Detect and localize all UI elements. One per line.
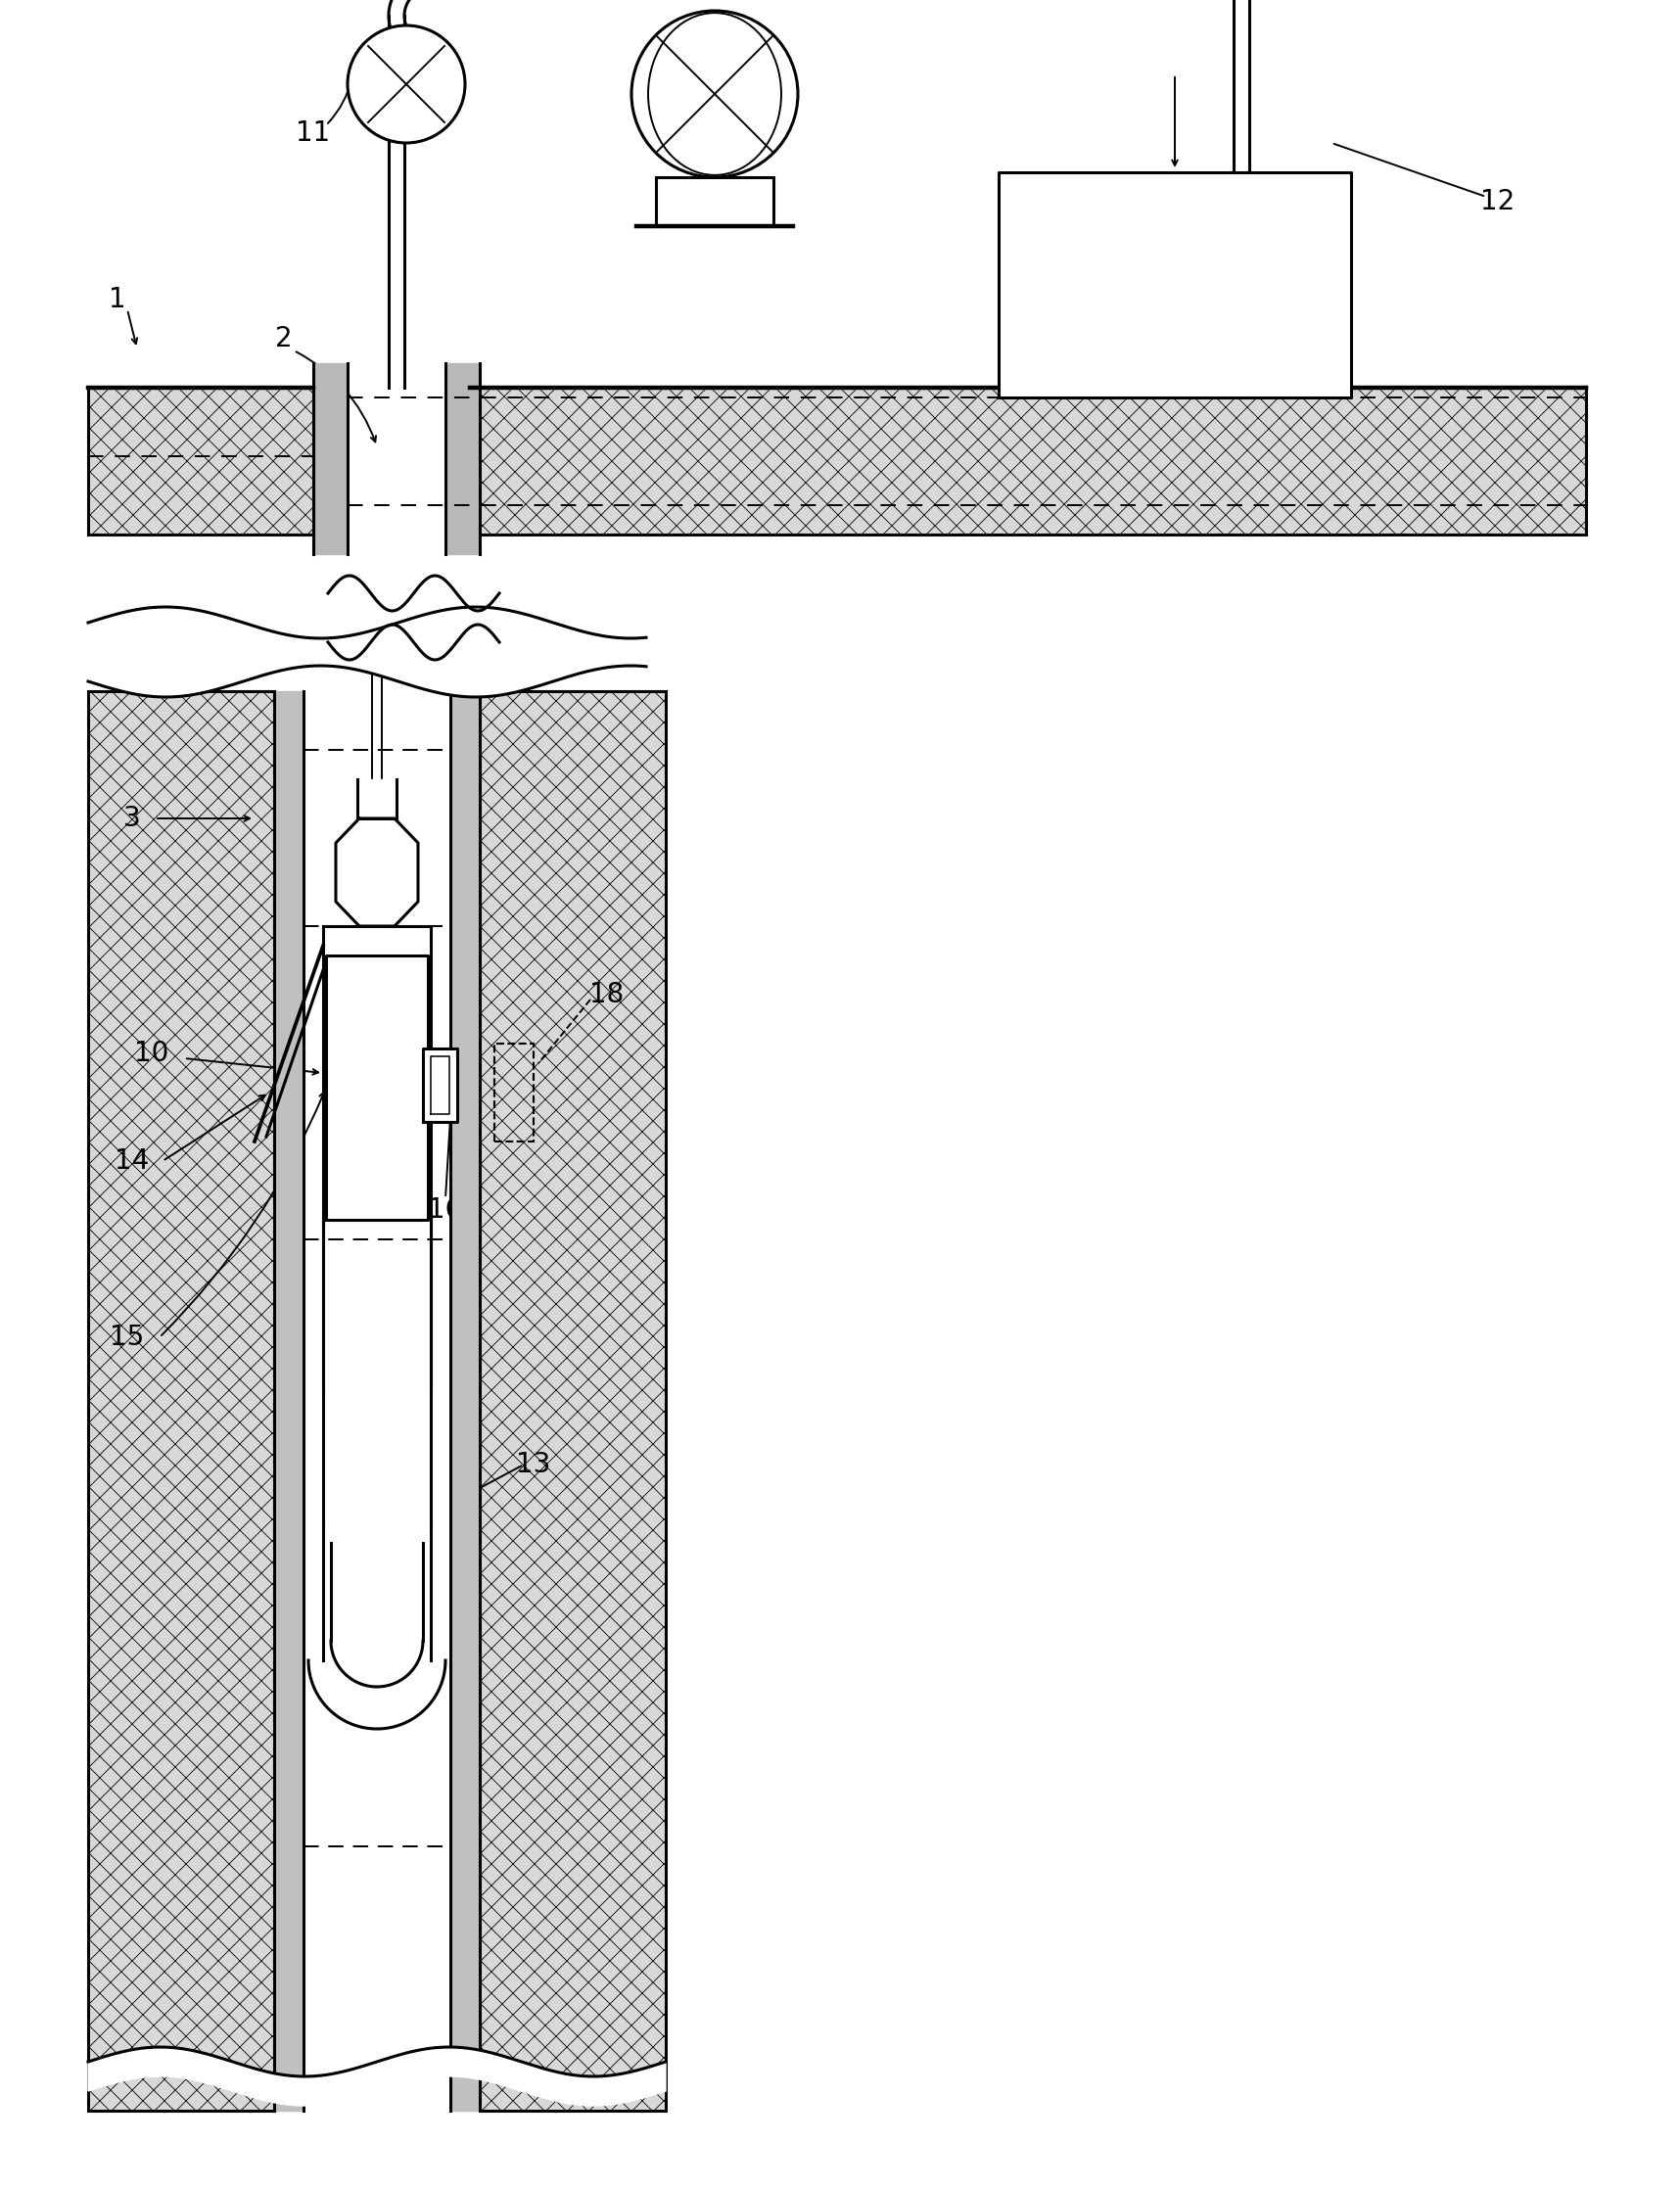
Polygon shape — [470, 387, 1586, 534]
Polygon shape — [445, 363, 480, 554]
Text: 2: 2 — [276, 324, 292, 352]
Text: 11: 11 — [296, 120, 331, 147]
Polygon shape — [87, 2047, 665, 2106]
Polygon shape — [323, 1219, 430, 1524]
Polygon shape — [331, 1543, 423, 1688]
Circle shape — [632, 11, 798, 177]
Polygon shape — [87, 606, 647, 696]
Polygon shape — [388, 15, 405, 387]
Polygon shape — [470, 387, 1586, 534]
Polygon shape — [274, 692, 304, 2110]
Polygon shape — [87, 387, 312, 534]
Bar — [494, 1044, 534, 1140]
Polygon shape — [348, 359, 445, 554]
Polygon shape — [312, 363, 348, 554]
Text: 3: 3 — [123, 806, 141, 832]
Polygon shape — [304, 692, 450, 2110]
Polygon shape — [336, 819, 418, 926]
Polygon shape — [371, 641, 381, 779]
Polygon shape — [450, 692, 480, 2110]
Polygon shape — [480, 692, 665, 2110]
Polygon shape — [655, 177, 773, 225]
Polygon shape — [326, 954, 428, 1219]
Polygon shape — [423, 1049, 457, 1123]
Text: 1: 1 — [109, 287, 126, 313]
Polygon shape — [358, 779, 396, 819]
Text: 13: 13 — [516, 1451, 551, 1478]
Polygon shape — [87, 387, 312, 534]
Text: 16: 16 — [428, 1197, 462, 1224]
Polygon shape — [87, 692, 274, 2110]
Polygon shape — [328, 576, 499, 659]
Polygon shape — [998, 173, 1351, 398]
Text: 14: 14 — [114, 1147, 150, 1175]
Circle shape — [348, 26, 465, 142]
Text: 10: 10 — [134, 1040, 170, 1066]
Polygon shape — [87, 692, 274, 2110]
Polygon shape — [480, 692, 665, 2110]
Polygon shape — [309, 1524, 445, 1729]
Polygon shape — [323, 926, 430, 1386]
Text: 15: 15 — [109, 1324, 144, 1351]
Text: 18: 18 — [590, 981, 625, 1009]
Text: 12: 12 — [1480, 188, 1515, 215]
